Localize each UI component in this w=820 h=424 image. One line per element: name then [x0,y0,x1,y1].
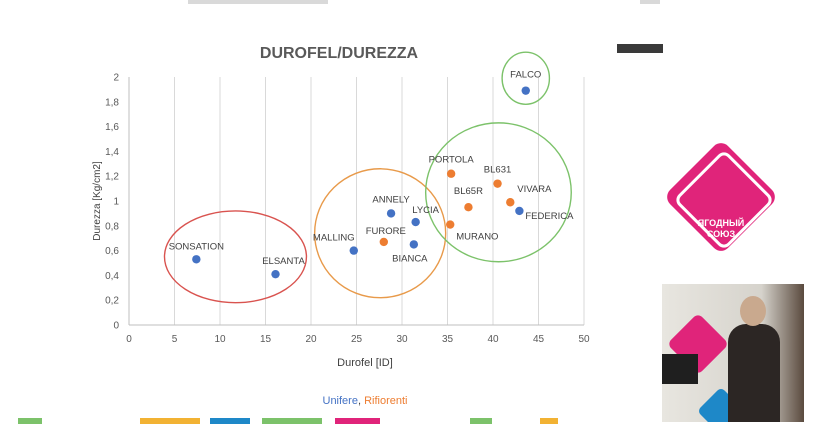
point-label-sonsation: SONSATION [169,241,224,252]
bottom-mark [540,418,558,424]
y-tick-label: 2 [113,73,119,84]
chart-area: DUROFEL/DUREZZA 0 5 10 15 20 25 30 35 40 45 50 0 0,2… [90,36,610,406]
x-tick-label: 40 [487,334,499,345]
speaker-head [740,296,766,326]
point-label-bl65r: BL65R [454,186,483,197]
data-point-annely [386,209,396,218]
cluster-ellipse-green-small [501,51,551,105]
data-point-bianca [409,240,419,249]
corner-caption [617,44,663,53]
y-tick-label: 0,4 [105,271,119,282]
bottom-mark [210,418,250,424]
top-strip [0,0,820,6]
bottom-mark [262,418,322,424]
data-point-falco [521,86,530,95]
x-tick-label: 30 [396,334,408,345]
x-tick-label: 25 [351,334,363,345]
y-tick-label: 0 [113,321,119,332]
x-tick-label: 0 [126,334,132,345]
y-tick-label: 0,2 [105,296,119,307]
top-mark [640,0,660,4]
top-mark [188,0,328,4]
data-point-portola [446,169,456,178]
brand-line-2: СОЮЗ [706,229,736,239]
bottom-mark [140,418,200,424]
bottom-mark [335,418,380,424]
legend: Unifere, Rifiorenti [323,395,408,406]
point-label-furore: FURORE [366,226,406,237]
legend-unifere: Unifere [323,395,358,406]
data-point-bl631 [493,179,502,188]
data-point-furore [379,237,388,247]
y-tick-label: 0,8 [105,221,119,232]
x-tick-label: 10 [214,334,226,345]
y-tick-label: 1,4 [105,147,119,158]
point-label-federica: FEDERICA [525,211,574,222]
legend-rifiorenti: Rifiorenti [364,395,407,406]
point-label-vivara: VIVARA [517,184,552,195]
data-point-elsanta [271,269,280,279]
speaker-video [662,284,804,422]
y-tick-label: 1,2 [105,172,119,183]
scatter-chart: DUROFEL/DUREZZA 0 5 10 15 20 25 30 35 40 45 50 0 0,2… [92,45,590,406]
data-point-sonsation [192,255,201,264]
x-tick-label: 35 [442,334,454,345]
data-point-federica [515,206,524,216]
video-laptop [662,354,698,384]
bottom-strip [0,416,660,424]
cluster-layer [163,51,572,304]
speaker-body [728,324,780,422]
x-tick-label: 5 [172,334,178,345]
grid-layer [174,77,585,325]
y-axis-title: Durezza [Kg/cm2] [92,161,103,241]
y-tick-label: 0,6 [105,246,119,257]
point-label-portola: PORTOLA [429,155,475,166]
bottom-mark [470,418,492,424]
data-point-vivara [506,198,515,207]
x-tick-label: 15 [260,334,272,345]
point-label-malling: MALLING [313,233,355,244]
bottom-mark [18,418,42,424]
point-label-lycia: LYCIA [412,205,439,216]
y-tick-label: 1,8 [105,97,119,108]
brand-line-1: ЯГОДНЫЙ [697,218,745,228]
data-point-lycia [411,217,420,227]
y-tick-label: 1,6 [105,122,119,133]
cluster-ellipse-red [163,210,308,304]
x-tick-label: 50 [578,334,590,345]
y-tick-label: 1 [113,197,119,208]
x-axis-title: Durofel [ID] [337,357,393,369]
axis-layer: 0 5 10 15 20 25 30 35 40 45 50 0 0,2 0,4 0,6 0,8 1 1,2 1,4… [105,73,590,346]
point-label-bianca: BIANCA [392,253,428,264]
data-point-malling [349,246,358,255]
x-tick-label: 45 [533,334,545,345]
legend-separator: , [358,395,364,406]
point-label-falco: FALCO [510,70,541,81]
point-label-bl631: BL631 [484,165,511,176]
cluster-ellipse-green [424,122,572,263]
brand-logo: ЯГОДНЫЙ СОЮЗ [662,139,780,268]
chart-title: DUROFEL/DUREZZA [260,45,419,62]
cluster-ellipse-orange [313,168,447,299]
data-point-bl65r [464,203,473,212]
x-tick-label: 20 [305,334,317,345]
point-label-elsanta: ELSANTA [262,256,305,267]
point-label-murano: MURANO [456,232,498,243]
point-label-annely: ANNELY [372,194,410,205]
data-point-murano [446,220,455,229]
